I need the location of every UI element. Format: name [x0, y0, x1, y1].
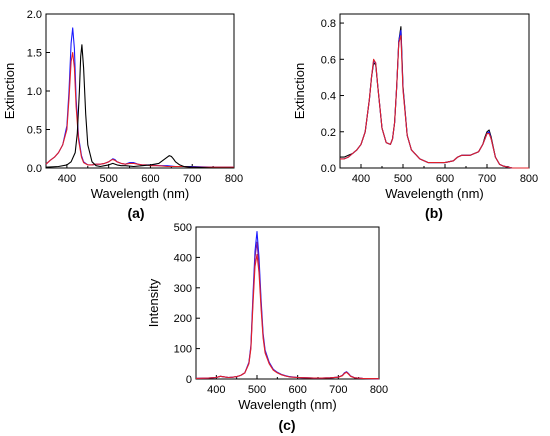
y-tick-label: 2.0	[27, 9, 42, 21]
y-axis-title: Extinction	[292, 63, 307, 119]
x-tick-label: 600	[288, 384, 306, 396]
y-tick-label: 400	[174, 252, 192, 264]
series-line-2	[340, 29, 529, 169]
y-tick-label: 0.8	[321, 18, 336, 30]
y-tick-label: 0.5	[27, 125, 42, 137]
panel-c: 400 500 600 700 8000100200300400500Wavelengt…	[146, 222, 388, 433]
series-line-1	[195, 231, 380, 380]
series-line-2	[45, 51, 234, 168]
y-tick-label: 500	[174, 222, 192, 234]
x-tick-label: 800	[370, 384, 388, 396]
y-tick-label: 0.0	[321, 163, 336, 175]
x-tick-label: 500	[248, 384, 266, 396]
y-tick-label: 0.0	[27, 163, 42, 175]
y-tick-label: 1.0	[27, 86, 42, 98]
x-tick-label: 600	[436, 173, 454, 185]
x-tick-label: 700	[478, 173, 496, 185]
y-tick-label: 0.6	[321, 54, 336, 66]
y-tick-label: 100	[174, 344, 192, 356]
x-tick-label: 700	[329, 384, 347, 396]
panel-label: (a)	[127, 205, 144, 221]
y-tick-label: 200	[174, 313, 192, 325]
x-tick-label: 800	[520, 173, 538, 185]
series-line-1	[45, 27, 234, 168]
x-tick-label: 500	[394, 173, 412, 185]
panel-b: 400 500 600 700 800 0.0 0.2 0.4 0.6 0.8 Wavelength…	[292, 13, 538, 221]
x-axis-title: Wavelength (nm)	[385, 186, 484, 201]
plot-frame	[45, 13, 235, 169]
plot-frame	[339, 13, 530, 169]
y-axis-title: Extinction	[2, 63, 17, 119]
series-line-3	[45, 44, 234, 169]
panel-label: (b)	[425, 205, 443, 221]
y-tick-label: 0.2	[321, 127, 336, 139]
x-tick-label: 700	[183, 173, 201, 185]
y-tick-label: 0	[186, 374, 192, 386]
x-axis-title: Wavelength (nm)	[238, 397, 337, 412]
x-tick-label: 600	[141, 173, 159, 185]
x-tick-label: 400	[207, 384, 225, 396]
x-tick-label: 800	[225, 173, 243, 185]
y-axis-title: Intensity	[146, 278, 161, 327]
y-tick-label: 0.4	[321, 91, 336, 103]
series-line-1	[340, 26, 529, 169]
x-tick-label: 400	[352, 173, 370, 185]
x-axis-title: Wavelength (nm)	[91, 186, 190, 201]
series-line-3	[340, 35, 529, 169]
plot-frame	[195, 226, 380, 380]
series-line-2	[195, 241, 380, 380]
x-tick-label: 400	[58, 173, 76, 185]
y-tick-label: 300	[174, 283, 192, 295]
x-tick-label: 500	[99, 173, 117, 185]
y-tick-label: 1.5	[27, 48, 42, 60]
series-line-3	[195, 253, 380, 380]
panel-a: 400 500 600 700 800 0.0 0.5 1.0 1.5 2.0 Wavelength…	[2, 9, 243, 221]
panel-label: (c)	[278, 417, 295, 433]
